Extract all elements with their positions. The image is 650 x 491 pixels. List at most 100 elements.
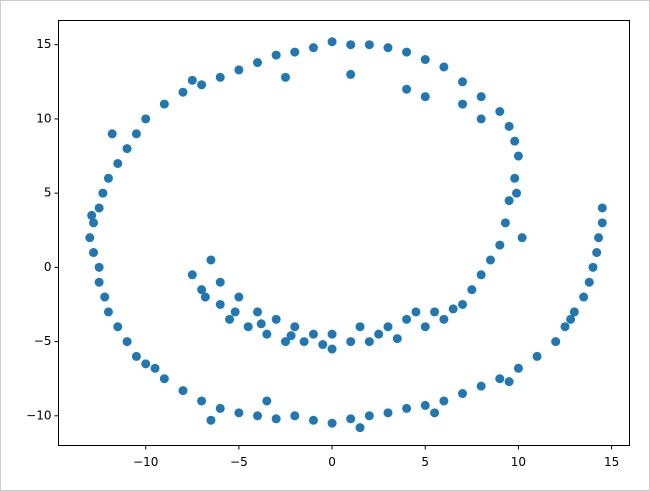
scatter-point (271, 414, 281, 424)
scatter-point (402, 84, 412, 94)
scatter-point (448, 304, 458, 314)
scatter-point (290, 47, 300, 57)
scatter-point (215, 72, 225, 82)
scatter-point (94, 262, 104, 272)
x-tick-label: 10 (511, 455, 526, 469)
scatter-point (476, 270, 486, 280)
scatter-point (411, 307, 421, 317)
scatter-point (467, 285, 477, 295)
scatter-point (100, 292, 110, 302)
scatter-point (364, 40, 374, 50)
scatter-point (504, 196, 514, 206)
scatter-point (327, 344, 337, 354)
scatter-point (215, 277, 225, 287)
scatter-point (253, 58, 263, 68)
scatter-point (271, 314, 281, 324)
scatter-point (318, 340, 328, 350)
scatter-point (215, 403, 225, 413)
scatter-point (560, 322, 570, 332)
scatter-point (103, 307, 113, 317)
scatter-point (458, 77, 468, 87)
scatter-point (510, 173, 520, 183)
scatter-point (131, 129, 141, 139)
scatter-point (299, 337, 309, 347)
scatter-point (308, 415, 318, 425)
scatter-point (402, 314, 412, 324)
scatter-point (327, 37, 337, 47)
y-tick-label: −5 (34, 334, 52, 348)
scatter-point (374, 329, 384, 339)
scatter-point (495, 240, 505, 250)
scatter-point (113, 322, 123, 332)
scatter-point (234, 65, 244, 75)
scatter-point (327, 418, 337, 428)
scatter-point (122, 337, 132, 347)
scatter-point (592, 248, 602, 258)
scatter-point (107, 129, 117, 139)
scatter-point (308, 43, 318, 53)
scatter-point (420, 322, 430, 332)
scatter-point (346, 414, 356, 424)
y-tick-label: −10 (26, 408, 51, 422)
scatter-point (234, 292, 244, 302)
x-tick-label: 0 (328, 455, 336, 469)
scatter-point (584, 277, 594, 287)
scatter-point (150, 363, 160, 373)
scatter-point (290, 411, 300, 421)
scatter-point (476, 114, 486, 124)
scatter-point (131, 351, 141, 361)
scatter-point (532, 351, 542, 361)
y-tick-label: 5 (44, 186, 52, 200)
x-tick-label: −5 (230, 455, 248, 469)
scatter-point (253, 307, 263, 317)
scatter-point (485, 255, 495, 265)
scatter-point (513, 151, 523, 161)
scatter-point (346, 40, 356, 50)
scatter-point (566, 314, 576, 324)
scatter-point (588, 262, 598, 272)
scatter-point (159, 99, 169, 109)
scatter-point (159, 374, 169, 384)
scatter-point (280, 337, 290, 347)
scatter-point (364, 337, 374, 347)
scatter-point (512, 188, 522, 198)
scatter-point (383, 408, 393, 418)
scatter-point (504, 121, 514, 131)
scatter-point (510, 136, 520, 146)
scatter-point (476, 381, 486, 391)
scatter-point (187, 75, 197, 85)
scatter-point (141, 359, 151, 369)
scatter-point (256, 319, 266, 329)
scatter-point (206, 415, 216, 425)
scatter-point (597, 203, 607, 213)
scatter-point (439, 62, 449, 72)
scatter-point (94, 277, 104, 287)
scatter-point (420, 55, 430, 65)
scatter-point (364, 411, 374, 421)
scatter-point (458, 389, 468, 399)
scatter-point (551, 337, 561, 347)
scatter-point (346, 337, 356, 347)
scatter-point (597, 218, 607, 228)
scatter-point (94, 203, 104, 213)
scatter-point (458, 99, 468, 109)
scatter-point (85, 233, 95, 243)
scatter-point (513, 363, 523, 373)
y-tick-label: 0 (44, 260, 52, 274)
scatter-point (215, 299, 225, 309)
scatter-point (327, 329, 337, 339)
scatter-point (122, 144, 132, 154)
scatter-point (87, 210, 97, 220)
scatter-point (392, 334, 402, 344)
scatter-point (243, 322, 253, 332)
scatter-point (253, 411, 263, 421)
scatter-point (517, 233, 527, 243)
scatter-point (420, 92, 430, 102)
scatter-point (504, 377, 514, 387)
scatter-point (420, 400, 430, 410)
scatter-point (178, 386, 188, 396)
scatter-point (200, 292, 210, 302)
x-tick-label: 5 (421, 455, 429, 469)
